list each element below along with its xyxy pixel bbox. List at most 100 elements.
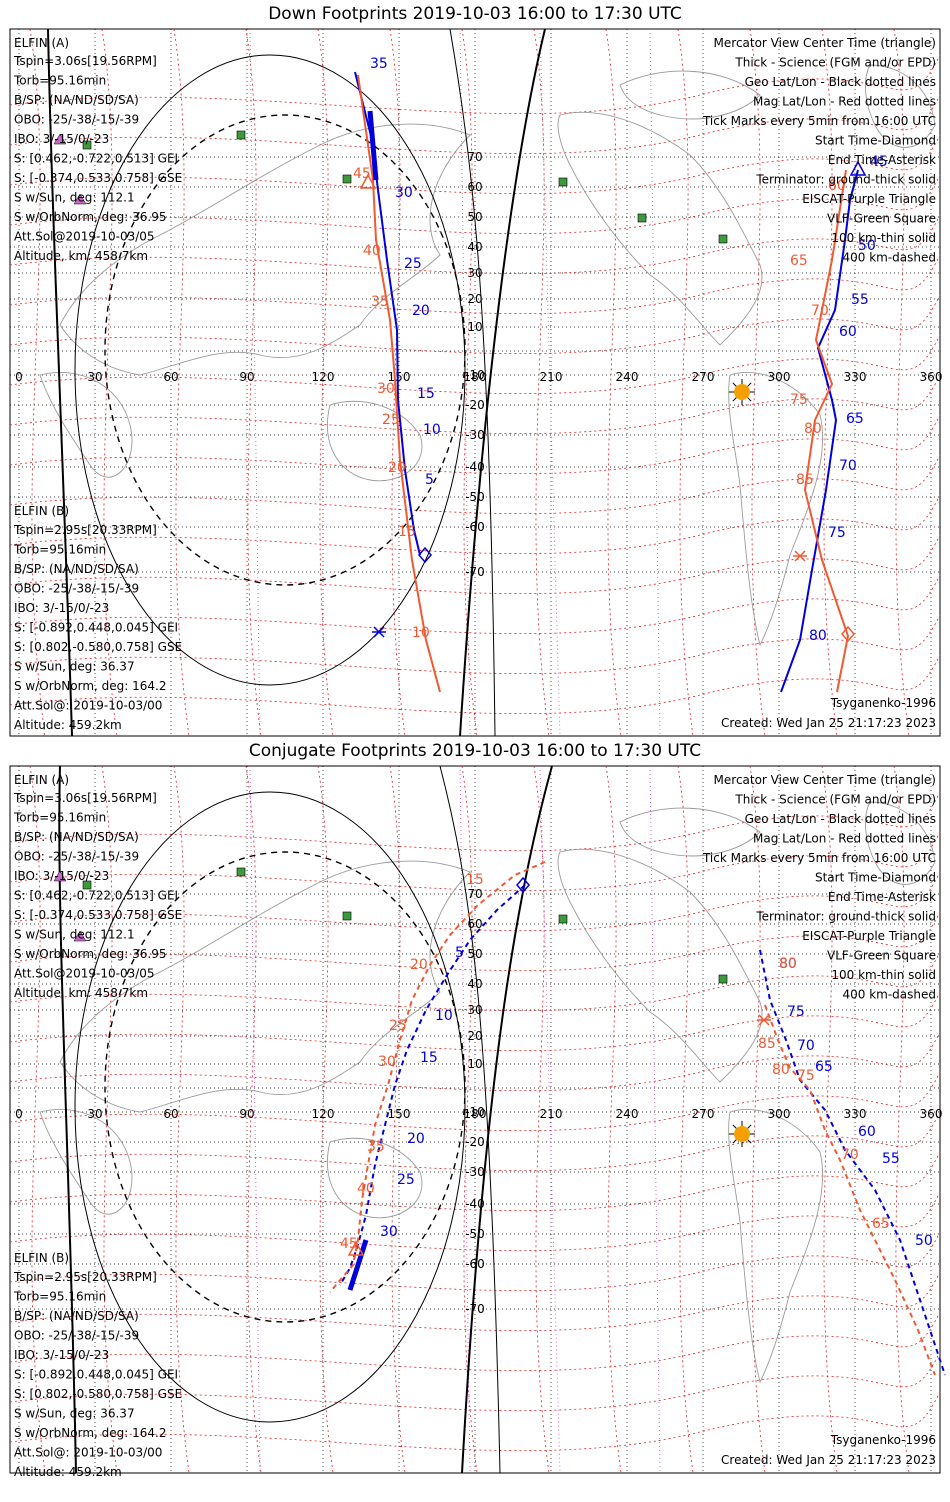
- elfin-b-info-line: Att.Sol@: 2019-10-03/00: [14, 699, 162, 713]
- vlf-station-marker: [236, 130, 246, 140]
- legend-line: Thick - Science (FGM and/or EPD): [734, 793, 936, 807]
- elfin-a-tick-label: 25: [404, 256, 422, 272]
- elfin-a-tick-label: 80: [779, 956, 797, 972]
- lon-tick-label: 90: [239, 1107, 254, 1121]
- elfin-b-tick-label: 20: [410, 957, 428, 973]
- legend-line: Terminator: ground-thick solid: [755, 910, 936, 924]
- elfin-a-info-line: S w/OrbNorm, deg: 36.95: [14, 947, 166, 961]
- lon-tick-label: 360: [920, 1107, 943, 1121]
- elfin-a-tick-label: 30: [380, 1224, 398, 1240]
- lon-tick-label: 270: [692, 1107, 715, 1121]
- elfin-b-tick-label: 75: [797, 1068, 815, 1084]
- model-label: Tsyganenko-1996: [830, 696, 936, 710]
- mag-parallel: [9, 951, 941, 1011]
- lat-tick-label: -60: [465, 520, 485, 534]
- mag-parallel: [9, 991, 941, 1051]
- legend-line: End Time-Asterisk: [828, 153, 936, 167]
- elfin-a-tick-label: 60: [839, 324, 857, 340]
- elfin-a-info-line: Altitude, km: 458.7km: [14, 986, 148, 1000]
- mag-grid: [9, 28, 941, 737]
- footprint-400km-oval: [104, 114, 466, 586]
- eiscat-marker: [53, 133, 67, 145]
- elfin-b-tick-label: 60: [828, 178, 846, 194]
- elfin-a-tick-label: 75: [787, 1004, 805, 1020]
- coastlines: [39, 801, 936, 1384]
- conjugate-footprints-map: 0 30 60 90 120 150 180 210 240 270 300 330 360 70 60 50…: [9, 765, 946, 1479]
- legend-line: Geo Lat/Lon - Black dotted lines: [745, 812, 936, 826]
- vlf-station-marker: [718, 974, 728, 984]
- elfin-a-info-line: Altitude, km: 458.7km: [14, 249, 148, 263]
- view-center-triangle: [359, 173, 377, 189]
- lat-tick-label: -20: [465, 1135, 485, 1149]
- legend-line: Start Time-Diamond: [815, 871, 936, 885]
- elfin-b-tick-label: 40: [357, 1181, 375, 1197]
- start-time-diamond: [516, 876, 530, 894]
- elfin-a-tick-label: 20: [407, 1131, 425, 1147]
- terminator-east: [459, 28, 546, 737]
- elfin-a-info-line: Torb=95.16min: [13, 74, 106, 88]
- lat-tick-label: -60: [465, 1257, 485, 1271]
- elfin-a-tick-label: 55: [882, 1151, 900, 1167]
- elfin-a-tick-label: 65: [846, 411, 864, 427]
- lat-tick-label: -40: [465, 460, 485, 474]
- elfin-a-info-line: Tspin=3.06s[19.56RPM]: [13, 54, 157, 68]
- coastline: [326, 1137, 423, 1219]
- elfin-b-tick-label: 10: [412, 625, 430, 641]
- legend-line: Terminator: ground-thick solid: [755, 173, 936, 187]
- elfin-b-footprint-track: [357, 74, 441, 693]
- mag-parallel: [9, 831, 941, 891]
- lon-tick-label: 120: [312, 370, 335, 384]
- coastline: [59, 860, 471, 1113]
- legend-line: Geo Lat/Lon - Black dotted lines: [745, 75, 936, 89]
- elfin-a-tick-label: 5: [455, 945, 464, 961]
- elfin-b-tick-label: 85: [796, 472, 814, 488]
- footprint-100km-arc: [449, 28, 496, 737]
- panel-title-down: Down Footprints 2019-10-03 16:00 to 17:3…: [268, 4, 682, 24]
- elfin-a-heading: ELFIN (A): [14, 36, 69, 50]
- lat-tick-label: -40: [465, 1197, 485, 1211]
- lon-tick-label: 240: [616, 1107, 639, 1121]
- elfin-a-science-segment: [367, 110, 379, 181]
- lat-tick-label: 40: [467, 240, 482, 254]
- elfin-a-tick-label: 65: [815, 1059, 833, 1075]
- mag-parallel: [9, 654, 941, 714]
- mag-parallel: [9, 1191, 941, 1251]
- elfin-b-tick-label: 25: [382, 412, 400, 428]
- mag-parallel: [9, 254, 941, 314]
- terminator-east: [461, 765, 553, 1474]
- elfin-a-tick-label: 10: [435, 1008, 453, 1024]
- elfin-a-tick-label: 70: [797, 1038, 815, 1054]
- legend-line: Mercator View Center Time (triangle): [714, 36, 936, 50]
- subsolar-point-icon: [729, 379, 755, 405]
- elfin-a-info-line: S w/OrbNorm, deg: 36.95: [14, 210, 166, 224]
- elfin-a-info-line: S: [0.462,-0.722,0.513] GEI: [14, 889, 178, 903]
- lat-tick-label: 20: [467, 1029, 482, 1043]
- mag-parallel: [9, 574, 941, 634]
- elfin-b-info-line: S: [-0.892,0.448,0.045] GEI: [14, 621, 178, 635]
- elfin-a-tick-label: 80: [809, 628, 827, 644]
- lat-tick-label: 10: [467, 320, 482, 334]
- elfin-b-tick-label: 65: [872, 1216, 890, 1232]
- elfin-b-footprint-track-east: [764, 1004, 936, 1376]
- mag-parallel: [9, 871, 941, 931]
- elfin-a-tick-label: 70: [839, 458, 857, 474]
- lat-tick-label: -10: [465, 1105, 485, 1119]
- elfin-b-info-line: S w/OrbNorm, deg: 164.2: [14, 1426, 166, 1440]
- legend-line: Mercator View Center Time (triangle): [714, 773, 936, 787]
- lon-tick-label: 150: [388, 370, 411, 384]
- elfin-a-tick-label: 50: [858, 238, 876, 254]
- eiscat-marker: [73, 930, 87, 942]
- elfin-a-info-line: Torb=95.16min: [13, 811, 106, 825]
- mag-parallel: [9, 534, 941, 594]
- lat-tick-label: -10: [465, 368, 485, 382]
- coastline: [865, 64, 936, 148]
- elfin-a-info-line: Att.Sol@2019-10-03/05: [14, 967, 155, 981]
- coastline: [619, 70, 761, 120]
- mag-parallel: [9, 1351, 941, 1411]
- terminator-west: [47, 28, 73, 737]
- elfin-a-info-line: Tspin=3.06s[19.56RPM]: [13, 791, 157, 805]
- lat-tick-label: 30: [467, 1003, 482, 1017]
- elfin-b-footprint-track-east: [803, 169, 850, 693]
- down-footprints-map: 0 30 60 90 120 150 180 210 240 270 300 330 360 70 60 50…: [9, 28, 942, 737]
- lon-tick-label: 180: [464, 1107, 487, 1121]
